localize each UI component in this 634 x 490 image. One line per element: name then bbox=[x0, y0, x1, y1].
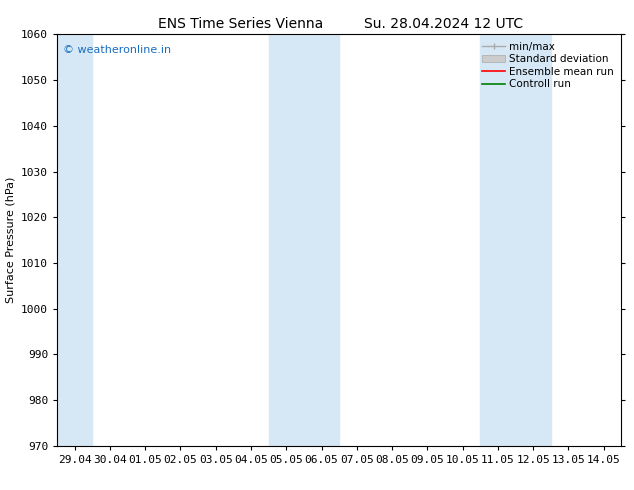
Bar bbox=[57, 34, 93, 446]
Text: © weatheronline.in: © weatheronline.in bbox=[63, 45, 171, 54]
Bar bbox=[269, 34, 339, 446]
Text: ENS Time Series Vienna: ENS Time Series Vienna bbox=[158, 17, 323, 31]
Y-axis label: Surface Pressure (hPa): Surface Pressure (hPa) bbox=[6, 177, 15, 303]
Legend: min/max, Standard deviation, Ensemble mean run, Controll run: min/max, Standard deviation, Ensemble me… bbox=[480, 40, 616, 92]
Bar bbox=[481, 34, 551, 446]
Text: Su. 28.04.2024 12 UTC: Su. 28.04.2024 12 UTC bbox=[365, 17, 523, 31]
